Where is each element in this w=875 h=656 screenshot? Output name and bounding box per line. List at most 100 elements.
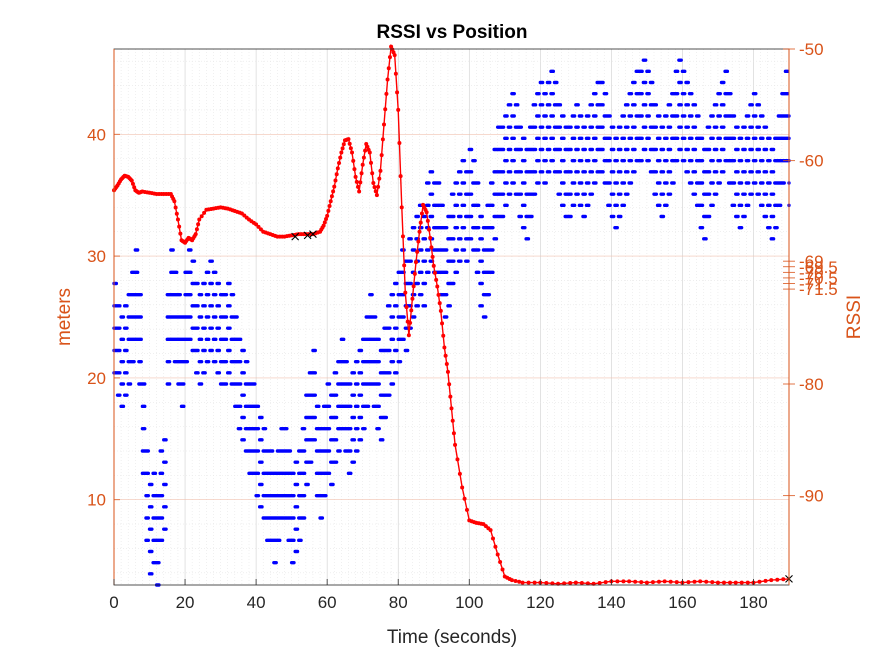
rssi-point [224, 359, 229, 364]
position-point [429, 245, 434, 250]
rssi-point [171, 248, 175, 252]
rssi-point [622, 181, 627, 185]
rssi-point [452, 237, 456, 241]
rssi-point [260, 415, 264, 420]
rssi-point [238, 337, 243, 342]
position-point [374, 193, 379, 198]
rssi-point [413, 315, 417, 319]
rssi-point [711, 158, 715, 163]
rssi-point [548, 103, 552, 107]
rssi-point [583, 192, 587, 196]
rssi-point [725, 69, 730, 74]
rssi-point [416, 214, 421, 219]
position-point [585, 581, 590, 586]
rssi-point [242, 415, 246, 420]
rssi-point [640, 91, 644, 96]
rssi-point [629, 158, 634, 163]
rssi-point [633, 103, 637, 107]
rssi-point [580, 114, 584, 118]
rssi-point [736, 214, 740, 219]
position-point [495, 552, 500, 557]
rssi-point [683, 158, 687, 163]
rssi-point [590, 125, 595, 129]
rssi-point [558, 147, 563, 152]
position-point [449, 406, 454, 411]
rssi-point [668, 103, 673, 107]
rssi-point [388, 371, 392, 375]
rssi-point [313, 438, 317, 442]
rssi-point [690, 91, 694, 96]
rssi-point [242, 393, 246, 397]
rssi-point [164, 438, 168, 442]
rssi-point [256, 471, 261, 476]
position-point [352, 167, 357, 172]
rssi-point [583, 170, 587, 174]
rssi-point [544, 114, 548, 118]
rssi-point [768, 136, 772, 141]
position-point [417, 229, 422, 234]
rssi-point [302, 426, 307, 431]
rssi-point [420, 292, 424, 297]
rssi-point [508, 170, 513, 174]
rssi-point [480, 214, 484, 219]
rssi-point [668, 147, 673, 152]
position-point [335, 166, 340, 171]
rssi-point [242, 348, 246, 353]
rssi-point [715, 125, 719, 129]
rssi-point [683, 91, 687, 96]
left-tick-label: 30 [87, 247, 106, 266]
rssi-point [260, 438, 264, 442]
rssi-point [370, 292, 374, 297]
rssi-point [150, 505, 154, 509]
rssi-point [640, 158, 644, 163]
rssi-point [771, 214, 776, 219]
rssi-point [647, 91, 651, 96]
rssi-point [427, 203, 431, 208]
rssi-point [686, 125, 691, 129]
rssi-point [764, 192, 769, 196]
rssi-point [732, 203, 737, 208]
rssi-point [135, 248, 140, 252]
rssi-point [665, 136, 669, 141]
rssi-point [160, 538, 165, 543]
rssi-point [199, 382, 204, 386]
position-point [346, 137, 351, 142]
rssi-point [572, 203, 577, 208]
rssi-point [732, 158, 737, 163]
rssi-point [199, 315, 204, 319]
rssi-point [391, 382, 396, 386]
rssi-point [356, 426, 360, 431]
rssi-point [647, 69, 651, 74]
rssi-point [594, 136, 598, 141]
rssi-point [125, 348, 129, 353]
rssi-point [445, 292, 449, 297]
position-point [387, 55, 392, 60]
rssi-point [707, 125, 712, 129]
rssi-point [540, 170, 545, 174]
rssi-point [196, 371, 200, 375]
position-point [395, 90, 400, 95]
rssi-point [377, 337, 381, 342]
left-y-axis-ticks: 10 20 30 40 [87, 125, 120, 510]
rssi-point [700, 203, 705, 208]
position-point [517, 579, 522, 584]
rssi-point [295, 482, 300, 487]
rssi-point [217, 348, 222, 353]
position-point [437, 301, 442, 306]
rssi-point [633, 80, 637, 85]
rssi-point [530, 214, 534, 219]
rssi-point [508, 125, 513, 129]
rssi-point [391, 359, 396, 364]
rssi-point [178, 292, 182, 297]
rssi-point [469, 170, 474, 174]
position-point [428, 235, 433, 240]
position-point [321, 223, 326, 228]
rssi-point [590, 147, 595, 152]
position-point [425, 218, 430, 223]
rssi-point [533, 192, 538, 196]
position-point [692, 579, 697, 584]
rssi-point [210, 326, 214, 330]
rssi-point [555, 80, 559, 85]
rssi-point [349, 471, 353, 476]
rssi-point [352, 371, 357, 375]
